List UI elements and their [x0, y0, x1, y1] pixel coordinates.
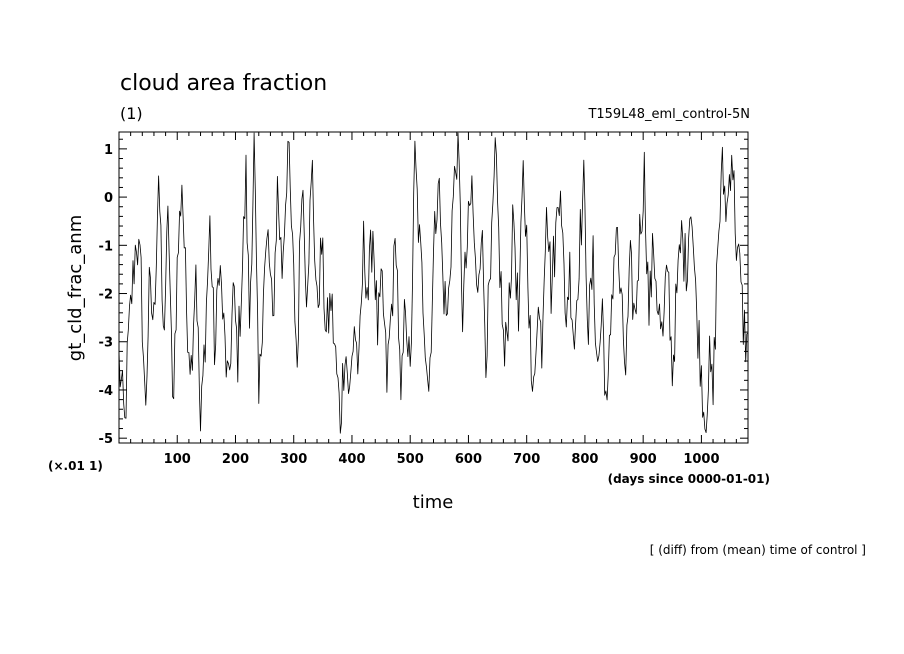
plot-area — [118, 131, 749, 444]
x-tick-label: 100 — [164, 452, 191, 467]
y-tick-label: -3 — [99, 336, 113, 351]
x-unit-label: (days since 0000-01-01) — [608, 472, 770, 486]
y-tick-label: 1 — [104, 143, 113, 158]
y-tick-label: -1 — [99, 239, 113, 254]
footnote: [ (diff) from (mean) time of control ] — [650, 543, 866, 557]
x-tick-label: 800 — [571, 452, 598, 467]
x-axis-ticks: 100 200 300 400 500 600 700 800 900 1000 — [130, 132, 749, 467]
x-tick-label: 500 — [397, 452, 424, 467]
x-tick-label: 700 — [513, 452, 540, 467]
x-tick-label: 400 — [338, 452, 365, 467]
unit-label: (1) — [120, 104, 143, 123]
y-scale-label: (×.01 1) — [48, 459, 103, 473]
y-tick-label: -2 — [99, 288, 113, 303]
x-tick-label: 300 — [280, 452, 307, 467]
y-axis-ticks: 1 0 -1 -2 -3 -4 -5 — [99, 138, 748, 447]
run-label: T159L48_eml_control-5N — [587, 107, 750, 122]
x-axis-label: time — [413, 492, 454, 513]
y-tick-label: 0 — [104, 191, 113, 206]
series-line — [118, 132, 749, 434]
x-tick-label: 1000 — [683, 452, 719, 467]
y-axis-label: gt_cld_frac_anm — [65, 215, 86, 361]
y-tick-label: -4 — [99, 384, 113, 399]
y-tick-label: -5 — [99, 432, 113, 447]
x-tick-label: 900 — [630, 452, 657, 467]
chart-title: cloud area fraction — [120, 71, 327, 96]
x-tick-label: 200 — [222, 452, 249, 467]
x-tick-label: 600 — [455, 452, 482, 467]
